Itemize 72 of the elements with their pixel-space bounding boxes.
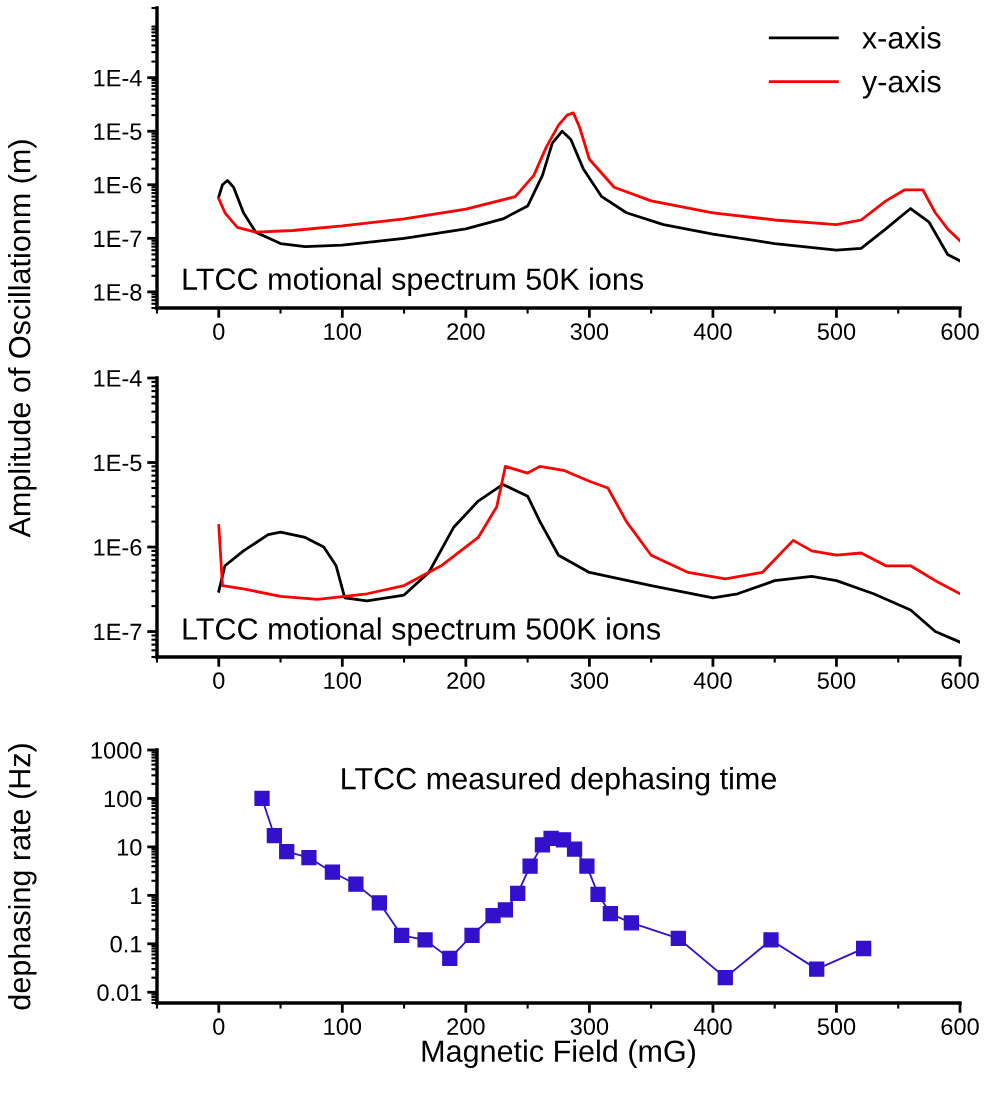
x-tick-label: 100 (324, 1018, 362, 1035)
y-tick-label: 1E-7 (94, 623, 142, 641)
x-tick-label: 0 (213, 1018, 225, 1035)
point (623, 915, 640, 931)
y-tick-label: 1000 (91, 742, 142, 759)
x-tick-label: 500 (817, 1018, 856, 1035)
x-tick-label: 300 (570, 672, 609, 689)
annotation: LTCC motional spectrum 500K ions (183, 617, 661, 646)
point (254, 790, 270, 807)
legend-label: x-axis (862, 26, 941, 49)
line-series (217, 111, 960, 243)
point (579, 858, 595, 874)
point (497, 902, 514, 918)
y-tick-label: 1E-8 (94, 283, 142, 301)
x-tick-label: 400 (693, 1018, 732, 1035)
x-axis-title: Magnetic Field (mG) (422, 1039, 695, 1069)
x-tick-label: 500 (817, 323, 856, 340)
y-tick-label: 0.01 (97, 984, 142, 1002)
x-tick-label: 400 (693, 672, 732, 689)
x-tick-label: 200 (447, 323, 485, 340)
y-tick-label: 1E-7 (94, 230, 142, 247)
y-tick-label: 1E-4 (94, 370, 142, 387)
point (371, 895, 388, 911)
x-tick-label: 0 (213, 323, 225, 340)
x-tick-label: 600 (941, 672, 979, 689)
y-tick-label: 1E-5 (94, 123, 142, 141)
point (590, 886, 606, 902)
y-axis-title: dephasing rate (Hz) (8, 744, 37, 1010)
line-series (217, 129, 960, 263)
point (522, 858, 538, 874)
point (417, 932, 433, 948)
x-tick-label: 200 (447, 1018, 485, 1035)
point (442, 950, 458, 967)
line-series (217, 465, 960, 601)
point (393, 927, 410, 943)
point (566, 841, 583, 857)
x-tick-label: 200 (447, 672, 485, 689)
x-tick-label: 300 (570, 323, 609, 340)
x-tick-label: 100 (324, 323, 362, 340)
annotation: LTCC measured dephasing time (342, 767, 776, 796)
x-tick-label: 600 (941, 323, 979, 340)
y-tick-label: 1E-5 (94, 454, 142, 472)
x-tick-label: 0 (213, 672, 225, 689)
point (485, 908, 501, 924)
y-tick-label: 1E-6 (94, 176, 142, 194)
x-tick-label: 500 (817, 672, 856, 689)
x-tick-label: 300 (570, 1018, 609, 1035)
point (279, 843, 295, 860)
point (348, 876, 364, 892)
y-axis-title: Amplitude of Oscillationm (m) (8, 140, 37, 538)
point (301, 850, 317, 866)
point (763, 932, 779, 948)
annotation: LTCC motional spectrum 50K ions (183, 267, 644, 296)
point (266, 828, 283, 844)
point (809, 961, 825, 977)
y-tick-label: 10 (117, 838, 142, 856)
x-tick-label: 100 (324, 672, 362, 689)
y-tick-label: 1E-6 (94, 539, 142, 556)
point (670, 930, 686, 946)
point (717, 970, 733, 986)
legend-label: y-axis (861, 70, 941, 99)
point (856, 940, 872, 957)
y-tick-label: 100 (104, 790, 142, 808)
y-tick-label: 1 (131, 887, 142, 904)
y-tick-label: 1E-4 (94, 69, 142, 87)
point (510, 885, 526, 901)
point (464, 927, 480, 943)
x-tick-label: 600 (941, 1018, 979, 1035)
y-tick-label: 0.1 (110, 935, 142, 953)
point (324, 864, 341, 880)
point (602, 905, 619, 922)
x-tick-label: 400 (693, 323, 732, 340)
